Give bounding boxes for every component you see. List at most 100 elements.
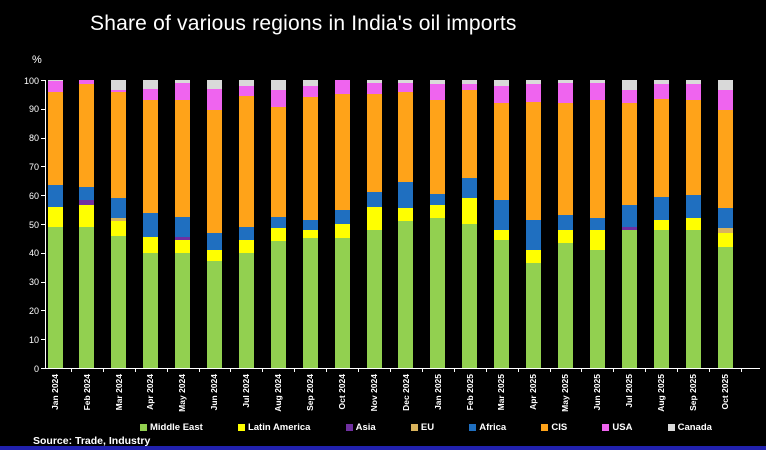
legend-label: EU (420, 421, 435, 433)
x-axis-label: Oct 2024 (335, 374, 349, 420)
bar-segment-africa (494, 199, 510, 230)
bar-segment-africa (398, 182, 414, 209)
y-tick-label: 50 (28, 219, 39, 230)
x-axis-label-text: Jun 2025 (592, 374, 603, 411)
x-tick (230, 369, 232, 372)
bar-segment-canada (717, 80, 733, 91)
bar-segment-canada (685, 80, 701, 85)
legend-label: CIS (551, 421, 568, 433)
legend-label: Canada (677, 421, 712, 433)
y-tick-label: 70 (28, 161, 39, 172)
x-axis-label: Jan 2025 (431, 374, 445, 420)
bar-segment-cis (238, 95, 254, 227)
bar-segment-middle-east (462, 224, 478, 368)
x-axis-label-text: Oct 2024 (336, 374, 347, 410)
legend-swatch (140, 423, 147, 431)
x-axis-label-text: Jun 2024 (209, 374, 220, 411)
bar-segment-usa (398, 82, 414, 92)
bar-mar-2024 (111, 80, 127, 368)
x-axis-label: Oct 2025 (718, 374, 732, 420)
bar-jul-2025 (621, 80, 637, 368)
x-axis-label-text: Jul 2024 (241, 374, 252, 408)
x-axis-label-text: Oct 2025 (719, 374, 730, 410)
bar-segment-middle-east (47, 226, 63, 368)
x-tick (198, 369, 200, 372)
source-note: Source: Trade, Industry (33, 435, 151, 447)
legend-swatch (410, 423, 418, 431)
x-axis-label: Jan 2024 (48, 374, 62, 420)
y-tick-label: 60 (28, 190, 39, 201)
bar-dec-2024 (398, 80, 414, 368)
bar-segment-middle-east (175, 252, 191, 368)
y-tick-label: 100 (23, 75, 39, 86)
x-axis-label: May 2025 (558, 374, 572, 420)
x-axis-label: Dec 2024 (399, 374, 413, 420)
y-tick (41, 339, 45, 341)
bar-segment-cis (207, 110, 223, 233)
bar-segment-canada (494, 80, 510, 86)
bar-segment-middle-east (589, 249, 605, 368)
x-axis-label-text: Aug 2024 (273, 374, 284, 412)
bar-segment-cis (175, 100, 191, 217)
legend-swatch (602, 423, 610, 431)
legend-swatch (237, 423, 245, 431)
bar-segment-africa (143, 212, 159, 237)
bar-segment-usa (207, 88, 223, 111)
x-axis-label-text: Mar 2024 (113, 374, 124, 411)
y-tick-label: 30 (28, 277, 39, 288)
bar-jan-2024 (47, 80, 63, 368)
bar-segment-latin-america (302, 229, 318, 239)
bar-segment-middle-east (430, 218, 446, 368)
bar-segment-latin-america (143, 236, 159, 253)
x-axis-label-text: Jan 2024 (49, 374, 60, 410)
bar-may-2024 (175, 80, 191, 368)
x-tick (677, 369, 679, 372)
bar-segment-africa (47, 185, 63, 207)
bar-segment-usa (462, 84, 478, 91)
bar-segment-middle-east (334, 238, 350, 368)
bar-segment-africa (430, 193, 446, 206)
bar-segment-cis (430, 100, 446, 194)
y-tick (41, 224, 45, 225)
bar-segment-usa (685, 84, 701, 101)
x-axis-label-text: Sep 2025 (687, 374, 698, 411)
bar-segment-africa (717, 208, 733, 229)
x-axis-label: Apr 2024 (144, 374, 158, 420)
bar-segment-latin-america (526, 249, 542, 263)
bar-segment-cis (47, 91, 63, 186)
x-axis-label: Jun 2025 (590, 374, 604, 420)
bar-segment-africa (270, 216, 286, 229)
bar-jun-2025 (589, 80, 605, 368)
bar-segment-usa (494, 85, 510, 104)
bar-segment-canada (398, 80, 414, 83)
bar-segment-canada (589, 80, 605, 83)
bar-segment-usa (717, 90, 733, 111)
bar-segment-latin-america (79, 205, 95, 227)
legend-item-canada: Canada (667, 421, 712, 433)
bar-segment-middle-east (79, 226, 95, 368)
bar-segment-usa (430, 84, 446, 101)
bar-apr-2024 (143, 80, 159, 368)
x-axis-label: Jul 2024 (239, 374, 253, 420)
bar-segment-asia (79, 199, 95, 206)
x-axis-label: Aug 2025 (654, 374, 668, 420)
x-axis-label-text: May 2025 (560, 374, 571, 412)
bottom-accent-strip (0, 446, 766, 450)
bar-segment-usa (143, 88, 159, 101)
bar-segment-cis (462, 90, 478, 178)
bar-segment-middle-east (207, 261, 223, 368)
bar-segment-asia (175, 236, 191, 240)
bar-segment-latin-america (270, 228, 286, 242)
bar-segment-cis (79, 84, 95, 187)
legend-swatch (345, 423, 353, 431)
x-axis-label-text: Aug 2025 (655, 374, 666, 412)
y-tick (41, 195, 45, 197)
bar-feb-2025 (462, 80, 478, 368)
x-axis-line (45, 368, 760, 369)
bar-segment-middle-east (557, 242, 573, 368)
bar-segment-latin-america (398, 208, 414, 222)
bar-segment-cis (494, 103, 510, 200)
x-axis-label-text: Nov 2024 (368, 374, 379, 412)
bar-segment-canada (366, 80, 382, 83)
x-tick (326, 369, 328, 372)
